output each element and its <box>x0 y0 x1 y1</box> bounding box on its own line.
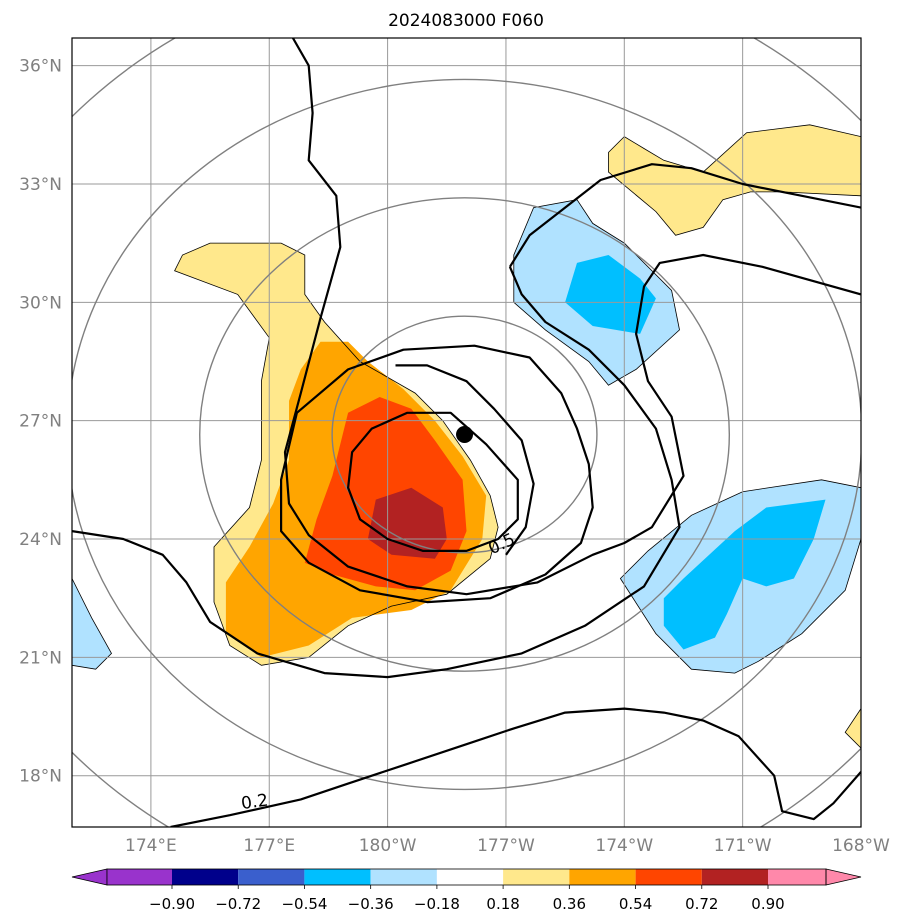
y-tick-label-0: 18°N <box>19 767 62 787</box>
shaded-region-10 <box>845 708 861 749</box>
shaded-region-8 <box>608 124 861 236</box>
x-tick-label-3: 177°W <box>477 836 535 856</box>
colorbar-label-0: −0.90 <box>149 895 195 913</box>
colorbar-extend-max <box>825 868 862 886</box>
shaded-outline-6 <box>619 479 861 674</box>
contour-line-6 <box>395 364 535 556</box>
colorbar-cell-3 <box>304 869 371 885</box>
x-tick-label-6: 168°W <box>832 836 890 856</box>
colorbar-cell-0 <box>107 869 172 885</box>
colorbar-frame <box>106 868 827 886</box>
colorbar-cell-7 <box>569 869 636 885</box>
gridlines <box>72 38 861 827</box>
chart-title: 2024083000 F060 <box>388 11 544 31</box>
colorbar-cell-9 <box>701 869 768 885</box>
y-axis-ticks: 18°N 21°N 24°N 27°N 30°N 33°N 36°N <box>19 57 62 787</box>
colorbar-label-7: 0.54 <box>619 895 652 913</box>
colorbar-extend-min <box>71 868 108 886</box>
plot-frame <box>71 37 862 828</box>
colorbar-label-8: 0.72 <box>685 895 718 913</box>
colorbar-label-5: 0.18 <box>486 895 519 913</box>
x-tick-label-4: 174°W <box>595 836 653 856</box>
colorbar-cell-6 <box>503 869 570 885</box>
colorbar-label-3: −0.36 <box>348 895 394 913</box>
colorbar-cell-2 <box>238 869 305 885</box>
x-tick-label-2: 180°W <box>359 836 417 856</box>
contour-line-3 <box>508 163 861 268</box>
shaded-outline-4 <box>513 199 680 386</box>
y-tick-label-2: 24°N <box>19 530 62 550</box>
colorbar-cell-10 <box>768 869 826 885</box>
x-axis-ticks: 174°E 177°E 180°W 177°W 174°W 171°W 168°W <box>125 836 890 856</box>
contour-line-5 <box>170 707 861 827</box>
y-tick-label-3: 27°N <box>19 412 62 432</box>
y-tick-label-6: 36°N <box>19 57 62 77</box>
shaded-outline-0 <box>174 242 499 666</box>
colorbar-label-6: 0.36 <box>553 895 586 913</box>
colorbar-cell-4 <box>370 869 437 885</box>
y-tick-label-1: 21°N <box>19 648 62 668</box>
center-layer <box>456 425 474 443</box>
y-tick-label-5: 33°N <box>19 175 62 195</box>
range-ring-2 <box>72 78 861 791</box>
storm-center-marker <box>456 425 474 443</box>
contour-lines: 0.50.2 <box>72 38 861 827</box>
shaded-outline-8 <box>608 124 861 236</box>
colorbar-cell-1 <box>172 869 239 885</box>
x-tick-label-0: 174°E <box>125 836 177 856</box>
contour-label-1: 0.2 <box>240 791 270 815</box>
shaded-outline-9 <box>72 578 112 670</box>
shaded-region-7 <box>663 499 826 650</box>
range-ring-1 <box>199 197 731 672</box>
range-ring-0 <box>331 315 598 554</box>
colorbar-label-1: −0.72 <box>215 895 261 913</box>
x-tick-label-1: 177°E <box>243 836 295 856</box>
colorbar: −0.90 −0.72 −0.54 −0.36 −0.18 0.18 0.36 0.54 0.7… <box>71 868 862 913</box>
contour-line-4 <box>72 266 681 679</box>
colorbar-label-4: −0.18 <box>414 895 460 913</box>
contour-line-0 <box>347 411 519 552</box>
y-tick-label-4: 30°N <box>19 293 62 313</box>
colorbar-cell-8 <box>635 869 702 885</box>
x-tick-label-5: 171°W <box>714 836 772 856</box>
shaded-region-9 <box>72 578 112 670</box>
colorbar-label-2: −0.54 <box>281 895 327 913</box>
colorbar-label-9: 0.90 <box>751 895 784 913</box>
shaded-outline-10 <box>844 707 861 749</box>
shaded-region-5 <box>565 255 656 334</box>
colorbar-cell-5 <box>436 869 504 885</box>
contour-line-2 <box>283 38 861 596</box>
